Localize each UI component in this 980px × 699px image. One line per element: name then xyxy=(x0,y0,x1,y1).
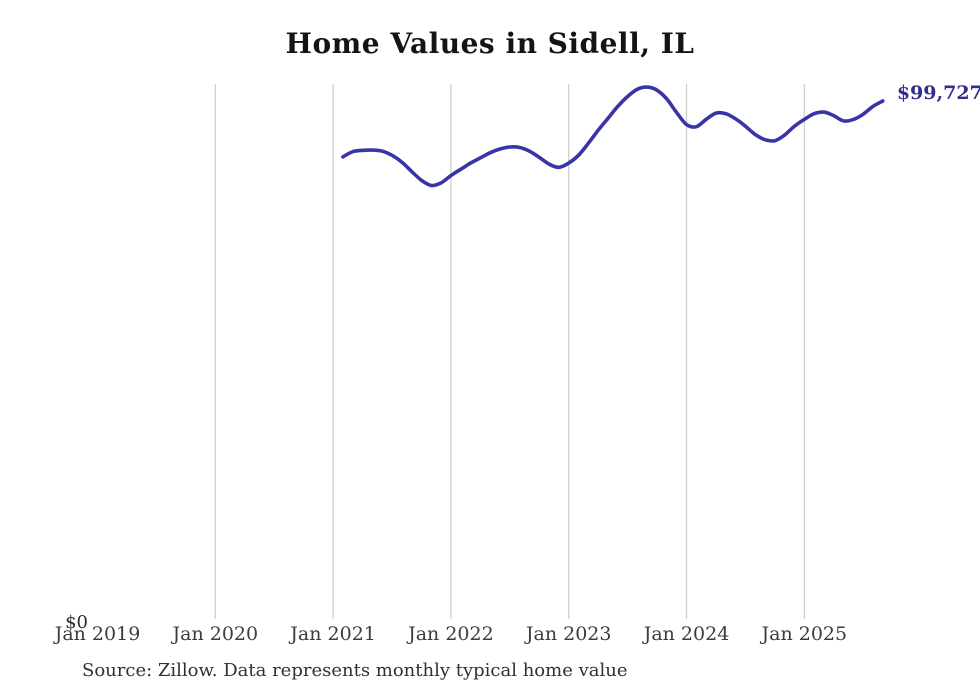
value-line xyxy=(341,85,885,188)
source-note: Source: Zillow. Data represents monthly … xyxy=(82,660,628,681)
x-tick-label: Jan 2023 xyxy=(525,623,612,645)
x-tick-label: Jan 2024 xyxy=(643,623,730,645)
x-tick-label: Jan 2025 xyxy=(761,623,848,645)
x-tick-label: Jan 2020 xyxy=(172,623,259,645)
x-tick-label: Jan 2021 xyxy=(290,623,376,645)
x-tick-label: Jan 2022 xyxy=(408,623,494,645)
end-value-label: $99,727 xyxy=(896,82,980,105)
y-axis-zero-label: $0 xyxy=(65,612,88,633)
chart-title: Home Values in Sidell, IL xyxy=(285,27,695,60)
x-tick-label: Jan 2019 xyxy=(54,623,141,645)
